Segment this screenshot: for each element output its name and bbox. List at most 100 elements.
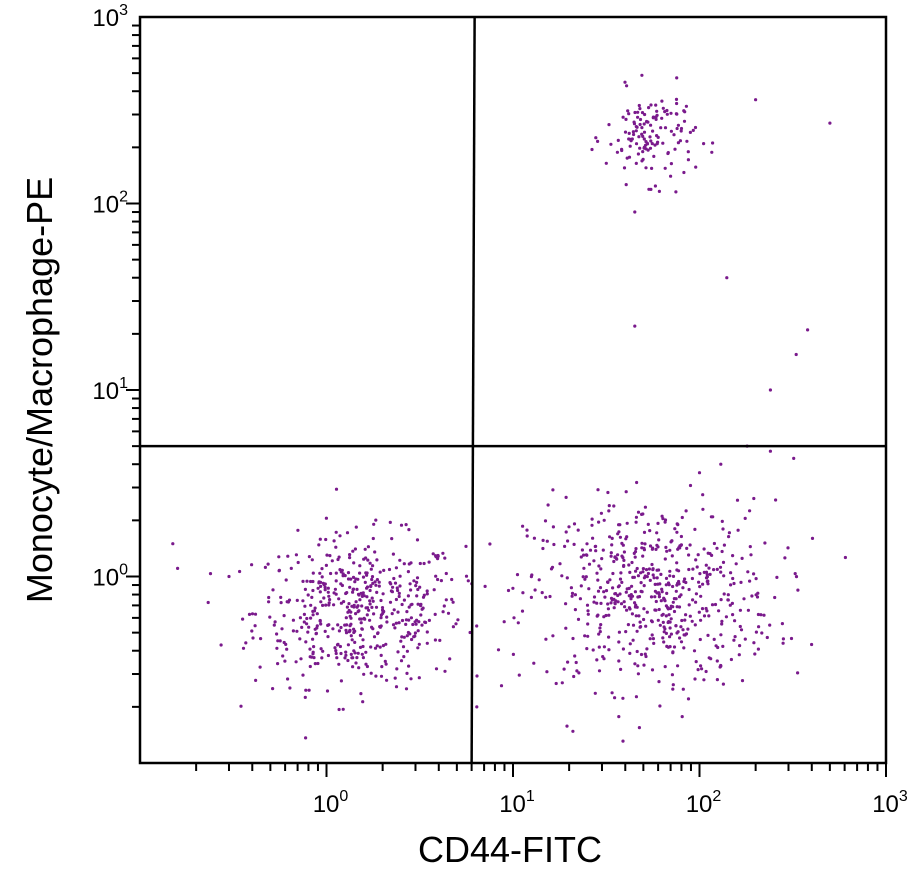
data-point <box>402 598 406 602</box>
data-point <box>606 490 610 495</box>
data-point <box>377 584 381 588</box>
data-point <box>402 655 406 659</box>
data-point <box>704 563 708 567</box>
data-point <box>644 654 648 659</box>
data-point <box>318 537 322 541</box>
data-point <box>563 544 567 549</box>
data-point <box>679 534 684 539</box>
data-point <box>702 678 706 682</box>
data-point <box>679 126 684 131</box>
data-point <box>227 574 231 579</box>
data-point <box>699 594 703 598</box>
data-point <box>516 621 520 625</box>
data-point <box>347 602 351 606</box>
data-point <box>586 622 590 626</box>
data-point <box>604 589 609 593</box>
data-point <box>669 632 674 636</box>
data-point <box>607 509 611 513</box>
data-point <box>743 637 747 641</box>
data-point <box>334 571 338 575</box>
data-point <box>625 608 629 612</box>
data-point <box>759 613 763 617</box>
data-point <box>564 530 568 534</box>
data-point <box>316 586 320 590</box>
data-point <box>483 584 487 589</box>
data-point <box>597 632 601 636</box>
data-point <box>319 622 323 626</box>
data-point <box>349 634 353 638</box>
data-point <box>694 592 699 596</box>
data-point <box>352 605 356 609</box>
data-point <box>622 550 627 554</box>
data-point <box>585 553 589 557</box>
data-point <box>348 556 352 560</box>
data-point <box>599 567 603 571</box>
data-point <box>686 158 691 162</box>
data-point <box>606 580 610 584</box>
data-point <box>660 99 664 103</box>
data-point <box>668 645 672 649</box>
data-point <box>356 577 360 581</box>
data-point <box>566 539 570 543</box>
data-point <box>327 603 331 607</box>
data-point <box>250 612 255 616</box>
data-point <box>301 673 305 677</box>
data-point <box>603 595 607 599</box>
data-point <box>675 76 679 80</box>
data-point <box>630 612 635 616</box>
data-point <box>664 583 668 587</box>
data-point <box>251 636 255 640</box>
data-point <box>305 616 309 621</box>
data-point <box>354 525 358 529</box>
data-point <box>638 625 642 629</box>
data-point <box>715 546 719 550</box>
data-point <box>294 553 298 557</box>
data-point <box>374 583 378 587</box>
data-point <box>715 678 720 682</box>
data-point <box>619 667 623 672</box>
data-point <box>318 571 322 575</box>
data-point <box>729 657 734 662</box>
data-point <box>609 142 613 146</box>
data-point <box>592 595 597 599</box>
data-point <box>418 585 422 589</box>
data-point <box>643 112 647 117</box>
data-point <box>409 616 413 620</box>
data-point <box>593 691 597 695</box>
data-point <box>757 625 761 629</box>
data-point <box>361 644 365 649</box>
data-point <box>726 593 730 597</box>
data-point <box>656 582 660 586</box>
data-point <box>752 572 756 576</box>
data-point <box>441 610 445 614</box>
data-point <box>398 574 402 578</box>
data-point <box>753 652 757 656</box>
data-point <box>664 545 668 550</box>
data-point <box>645 120 649 124</box>
data-point <box>362 616 366 621</box>
data-point <box>671 650 675 654</box>
data-point <box>601 655 605 659</box>
data-point <box>626 109 630 113</box>
data-point <box>664 576 669 581</box>
data-point <box>720 619 724 623</box>
data-point <box>686 697 691 701</box>
data-point <box>570 591 575 596</box>
data-point <box>583 634 587 638</box>
data-point <box>649 595 654 599</box>
data-point <box>582 553 586 557</box>
data-point <box>396 610 400 614</box>
data-point <box>681 687 685 691</box>
data-point <box>239 704 243 708</box>
data-point <box>590 147 594 152</box>
data-point <box>677 595 682 599</box>
data-point <box>709 657 713 661</box>
data-point <box>714 644 718 648</box>
data-point <box>305 579 309 583</box>
data-point <box>361 700 365 704</box>
data-point <box>351 575 356 580</box>
data-point <box>710 150 714 154</box>
data-point <box>664 604 669 608</box>
data-point <box>521 591 525 595</box>
data-point <box>702 142 706 146</box>
